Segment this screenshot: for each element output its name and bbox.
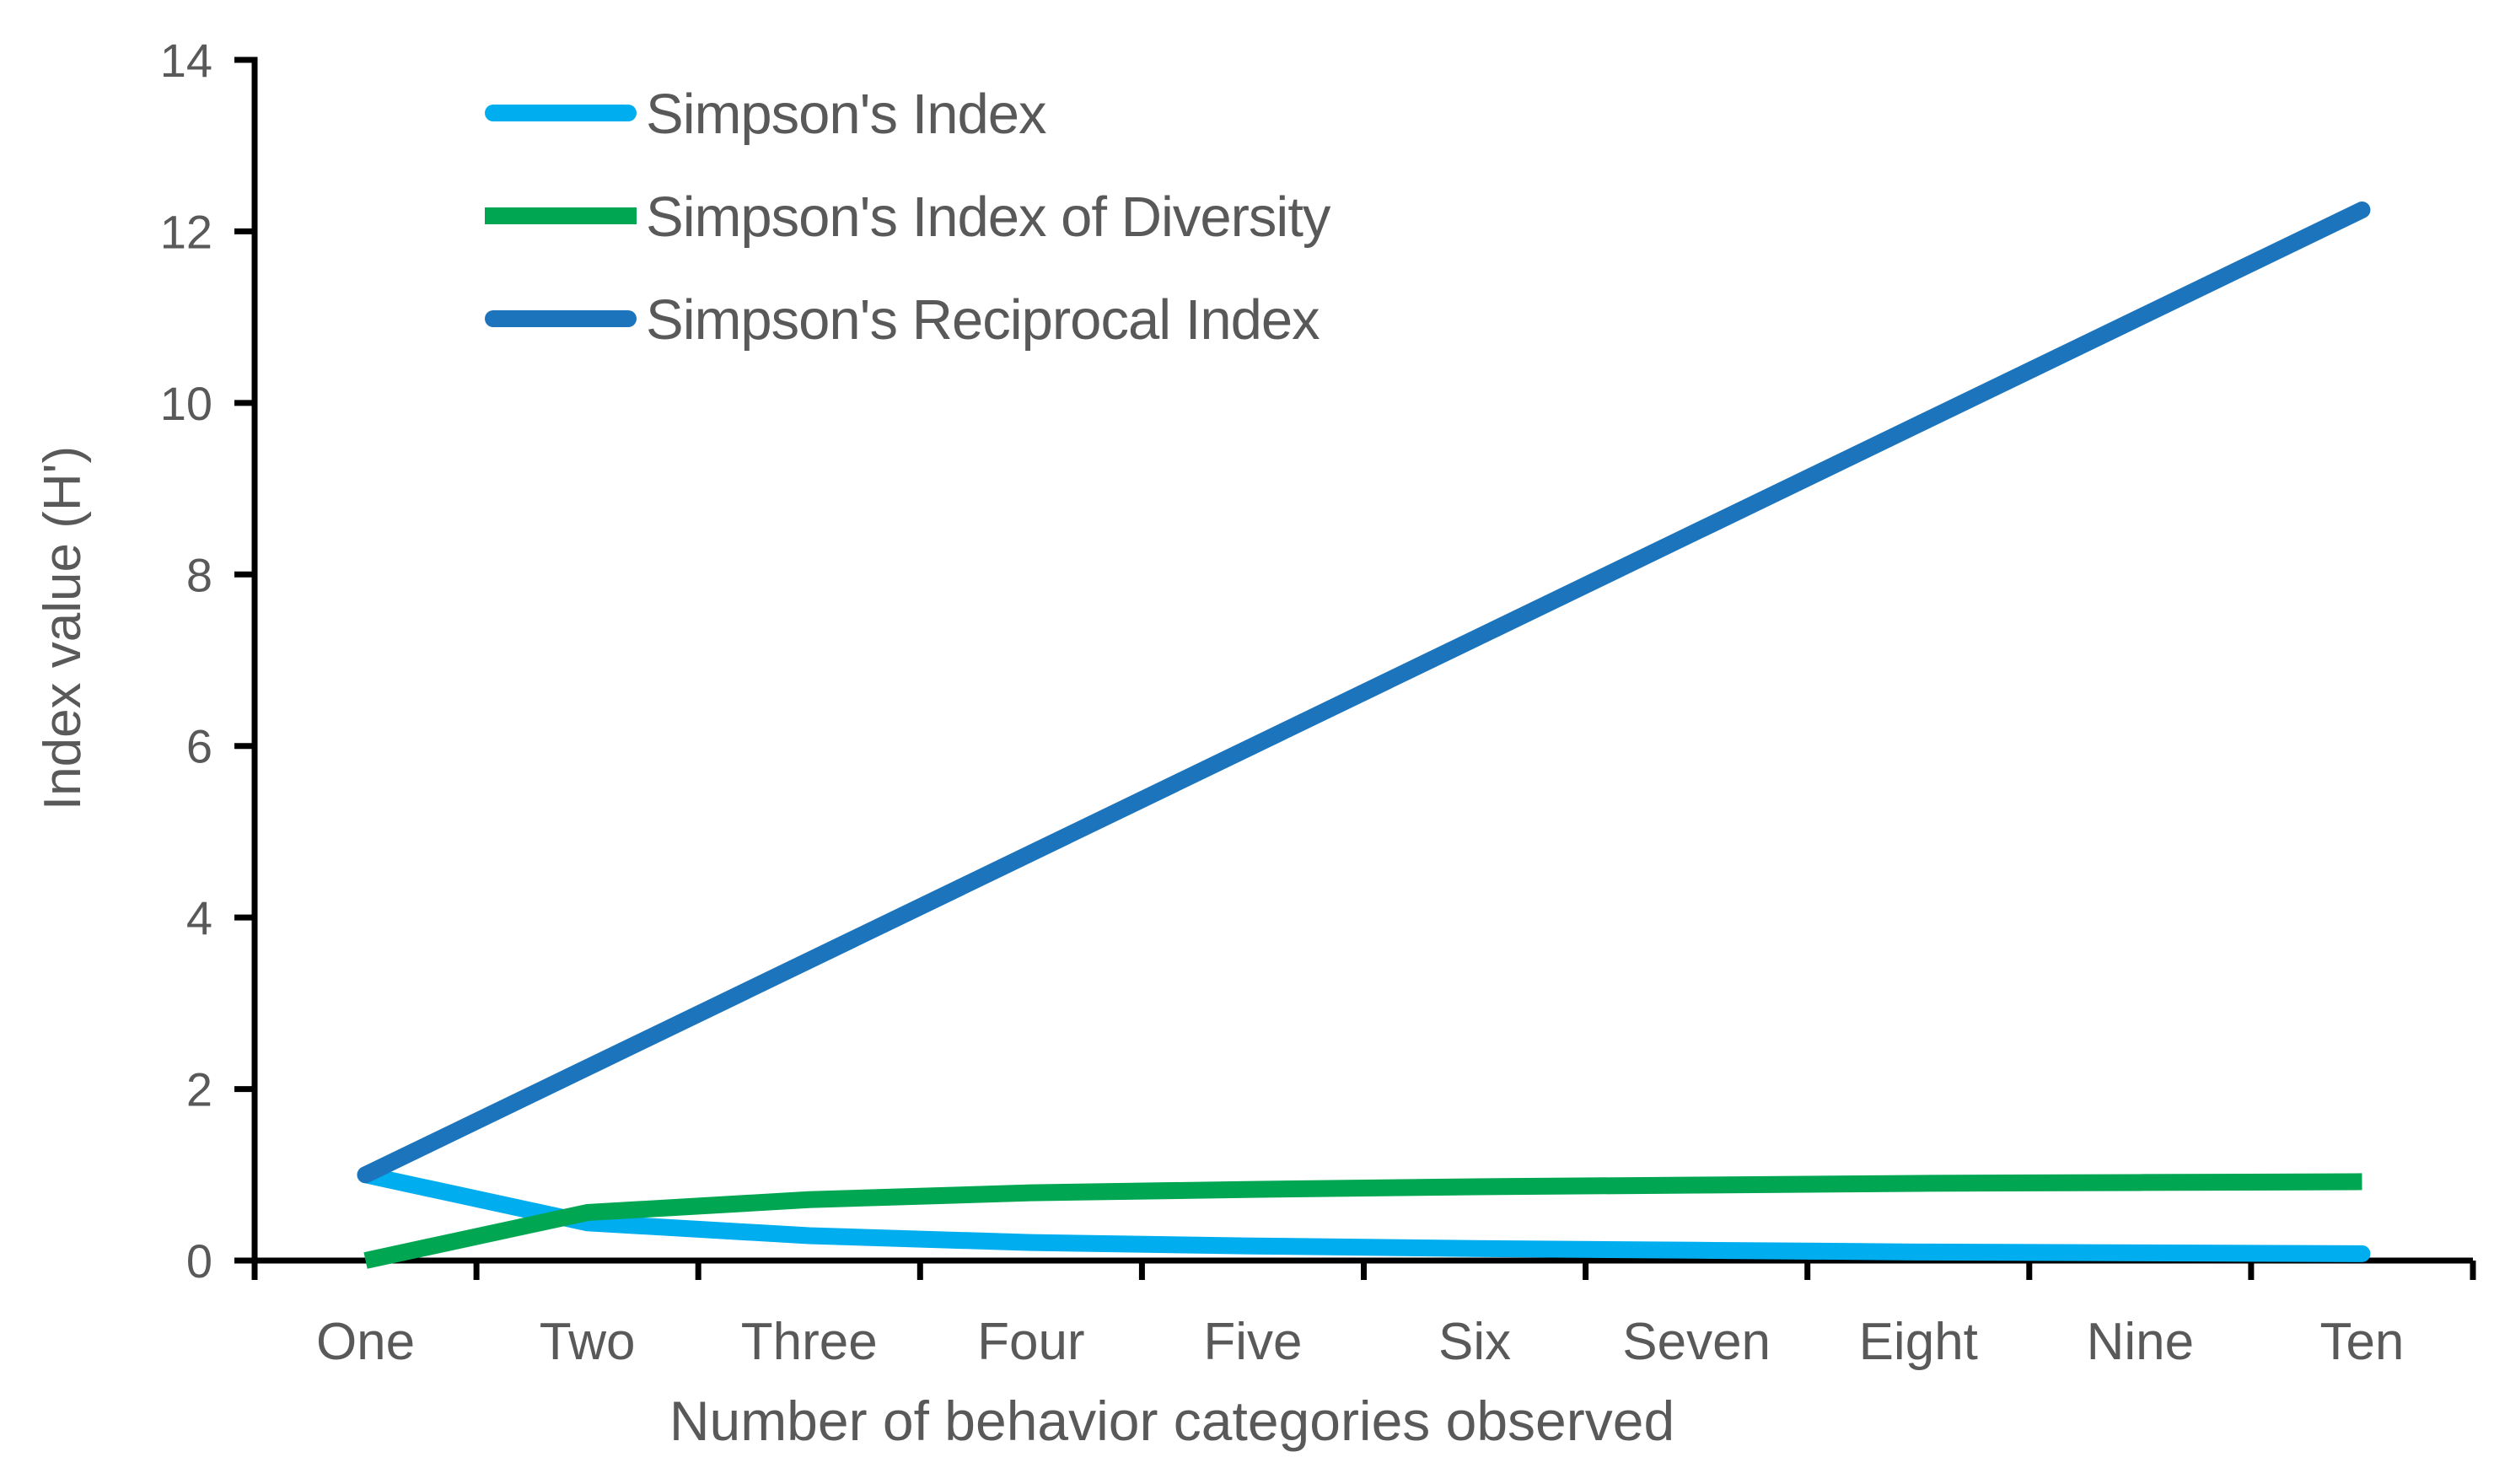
y-tick-label-14: 14 bbox=[160, 34, 212, 87]
x-tick-label-three: Three bbox=[741, 1313, 878, 1371]
series-lines bbox=[357, 202, 2371, 1269]
y-tick-label-6: 6 bbox=[186, 720, 212, 773]
legend-label-0: Simpson's Index bbox=[646, 83, 1046, 146]
y-tick-label-12: 12 bbox=[160, 205, 212, 258]
legend-item-0: Simpson's Index bbox=[485, 83, 1047, 146]
x-axis-ticks bbox=[251, 1261, 2476, 1280]
x-tick-label-four: Four bbox=[977, 1313, 1084, 1371]
y-tick-label-2: 2 bbox=[186, 1063, 212, 1116]
x-tick-label-seven: Seven bbox=[1622, 1313, 1771, 1371]
y-axis-title: Index value (H') bbox=[34, 446, 92, 810]
y-tick-label-8: 8 bbox=[186, 548, 212, 601]
y-tick-label-4: 4 bbox=[186, 891, 212, 944]
legend: Simpson's Index Simpson's Index of Divers… bbox=[485, 83, 1332, 352]
x-tick-label-two: Two bbox=[540, 1313, 636, 1371]
x-tick-label-nine: Nine bbox=[2087, 1313, 2195, 1371]
legend-label-2: Simpson's Reciprocal Index bbox=[646, 288, 1320, 352]
x-axis-tick-labels: One Two Three Four Five Six Seven Eight Nine Ten bbox=[316, 1313, 2404, 1371]
series-line-1-simpson-s-index-of-diversity bbox=[363, 1173, 2362, 1269]
x-tick-label-six: Six bbox=[1438, 1313, 1511, 1371]
series-line-2-simpson-s-reciprocal-index bbox=[357, 202, 2371, 1184]
x-tick-label-five: Five bbox=[1203, 1313, 1302, 1371]
legend-label-1: Simpson's Index of Diversity bbox=[646, 186, 1331, 249]
x-axis-title: Number of behavior categories observed bbox=[669, 1390, 1674, 1452]
x-tick-label-one: One bbox=[316, 1313, 415, 1371]
y-tick-label-0: 0 bbox=[186, 1234, 212, 1288]
x-tick-label-ten: Ten bbox=[2319, 1313, 2404, 1371]
y-axis-ticks bbox=[234, 56, 255, 1264]
legend-item-2: Simpson's Reciprocal Index bbox=[485, 288, 1320, 352]
y-axis-tick-labels: 0 2 4 6 8 10 12 14 bbox=[160, 34, 212, 1288]
axes: 0 2 4 6 8 10 12 14 One Two Three Four Five Six Seven E… bbox=[160, 34, 2476, 1371]
x-tick-label-eight: Eight bbox=[1859, 1313, 1978, 1371]
series-line-0-simpson-s-index bbox=[357, 1166, 2371, 1262]
legend-item-1: Simpson's Index of Diversity bbox=[485, 186, 1332, 249]
y-tick-label-10: 10 bbox=[160, 377, 212, 430]
